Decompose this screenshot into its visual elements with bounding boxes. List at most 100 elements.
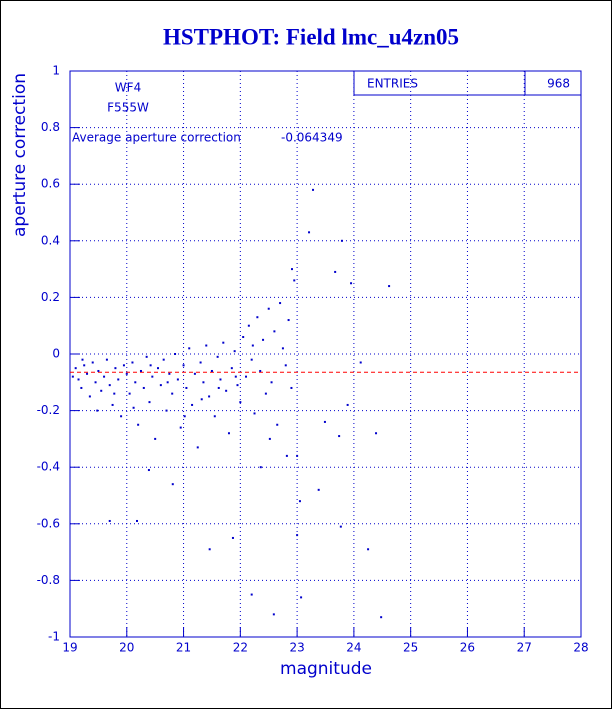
point (251, 344, 254, 347)
x-tick-label: 21 (176, 641, 191, 655)
point (359, 361, 362, 364)
point (162, 358, 165, 361)
point (179, 426, 182, 429)
point (236, 384, 239, 387)
point (117, 378, 120, 381)
x-axis-label: magnitude (280, 659, 372, 679)
point (259, 369, 262, 372)
point (200, 398, 203, 401)
point (293, 279, 296, 282)
x-tick-label: 23 (289, 641, 304, 655)
point (135, 519, 138, 522)
point (191, 403, 194, 406)
y-tick-label: -0.8 (37, 573, 60, 587)
point (291, 268, 294, 271)
point (219, 378, 222, 381)
x-tick-label: 22 (233, 641, 248, 655)
x-tick-label: 27 (517, 641, 532, 655)
point (250, 358, 253, 361)
filter-chip: WF4 (115, 81, 141, 95)
point (247, 324, 250, 327)
point (105, 358, 108, 361)
point (323, 420, 326, 423)
point (339, 525, 342, 528)
point (230, 367, 233, 370)
point (157, 367, 160, 370)
point (74, 367, 77, 370)
point (174, 353, 177, 355)
x-tick-label: 28 (573, 641, 588, 655)
point (217, 386, 220, 389)
point (139, 369, 142, 372)
point (262, 338, 265, 341)
y-tick-label: -0.6 (37, 516, 60, 530)
point (284, 364, 287, 367)
point (148, 401, 151, 404)
point (128, 392, 131, 395)
point (388, 285, 391, 288)
x-tick-label: 20 (119, 641, 134, 655)
point (264, 392, 267, 395)
point (245, 375, 248, 378)
point (239, 401, 242, 404)
y-tick-label: -0.2 (37, 403, 60, 417)
point (88, 395, 91, 398)
point (259, 466, 262, 469)
point (346, 403, 349, 406)
point (268, 437, 271, 440)
point (285, 454, 288, 457)
point (103, 375, 106, 378)
point (202, 381, 205, 384)
point (91, 361, 94, 364)
point (94, 381, 97, 384)
point (100, 389, 103, 392)
point (367, 548, 370, 551)
point (350, 282, 353, 285)
y-tick-label: -1 (48, 630, 60, 644)
point (166, 381, 169, 384)
point (308, 231, 311, 234)
point (287, 319, 290, 322)
point (225, 389, 228, 392)
point (77, 378, 80, 381)
point (380, 616, 383, 619)
x-tick-label: 19 (62, 641, 77, 655)
point (296, 534, 299, 537)
point (81, 358, 84, 361)
point (188, 347, 191, 350)
entries-label: ENTRIES (367, 77, 418, 91)
point (222, 341, 225, 344)
point (171, 392, 174, 395)
filter-name: F555W (107, 101, 149, 115)
chart-title: HSTPHOT: Field lmc_u4zn05 (163, 24, 459, 49)
x-tick-label: 25 (403, 641, 418, 655)
point (227, 432, 230, 435)
y-tick-label: 0.4 (41, 233, 60, 247)
y-tick-label: -0.4 (37, 460, 60, 474)
point (183, 415, 186, 418)
point (86, 372, 89, 375)
point (111, 403, 114, 406)
point (208, 395, 211, 398)
point (108, 384, 111, 387)
point (208, 548, 211, 551)
point (340, 239, 343, 242)
point (120, 415, 123, 418)
point (108, 519, 111, 522)
point (159, 384, 162, 387)
point (334, 270, 337, 273)
point (185, 386, 188, 389)
point (142, 386, 145, 389)
x-tick-label: 24 (346, 641, 361, 655)
point (256, 316, 259, 319)
point (205, 344, 208, 347)
point (281, 347, 284, 350)
point (165, 409, 168, 412)
point (298, 500, 301, 503)
average-label: Average aperture correction (72, 131, 241, 145)
point (176, 378, 179, 381)
point (199, 361, 202, 364)
point (210, 369, 213, 372)
point (83, 364, 86, 367)
point (134, 381, 137, 384)
